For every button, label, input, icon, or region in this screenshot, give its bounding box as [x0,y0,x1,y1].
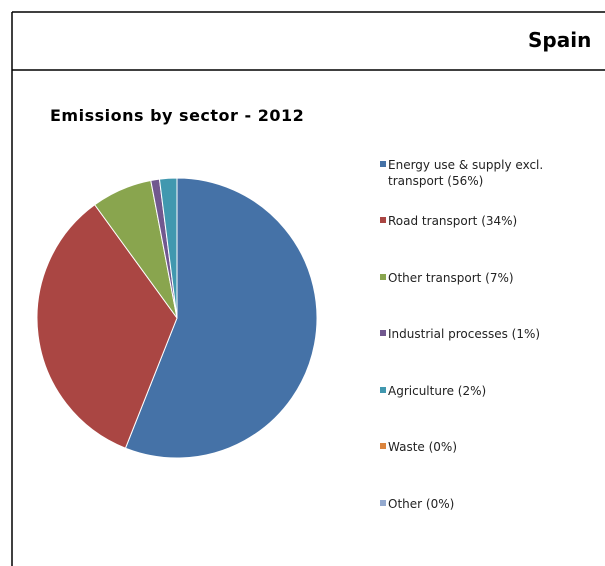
header-title: Spain [528,28,592,52]
legend-item: Industrial processes (1%) [380,326,593,342]
pie-slice [124,177,318,459]
legend-item: Waste (0%) [380,439,593,455]
legend-item: Energy use & supply excl. transport (56%… [380,157,593,189]
legend-swatch [380,161,386,167]
legend-label: Agriculture (2%) [388,384,487,398]
legend-swatch [380,443,386,449]
pie-slice [158,177,178,319]
legend-item: Agriculture (2%) [380,383,593,399]
legend-swatch [380,217,386,223]
legend-label: Other (0%) [388,497,455,511]
legend-label: Road transport (34%) [388,214,518,228]
legend-swatch [380,330,386,336]
pie-slice [36,204,178,449]
legend-label: Industrial processes (1%) [388,327,541,341]
legend-swatch [380,500,386,506]
legend-label: Energy use & supply excl. transport (56%… [388,158,544,188]
legend-swatch [380,274,386,280]
legend-label: Waste (0%) [388,440,458,454]
legend-item: Other transport (7%) [380,270,593,286]
pie [36,177,318,459]
legend-item: Road transport (34%) [380,213,593,229]
legend-swatch [380,387,386,393]
legend-label: Other transport (7%) [388,271,514,285]
legend-item: Other (0%) [380,496,593,512]
chart-title: Emissions by sector - 2012 [50,106,305,125]
